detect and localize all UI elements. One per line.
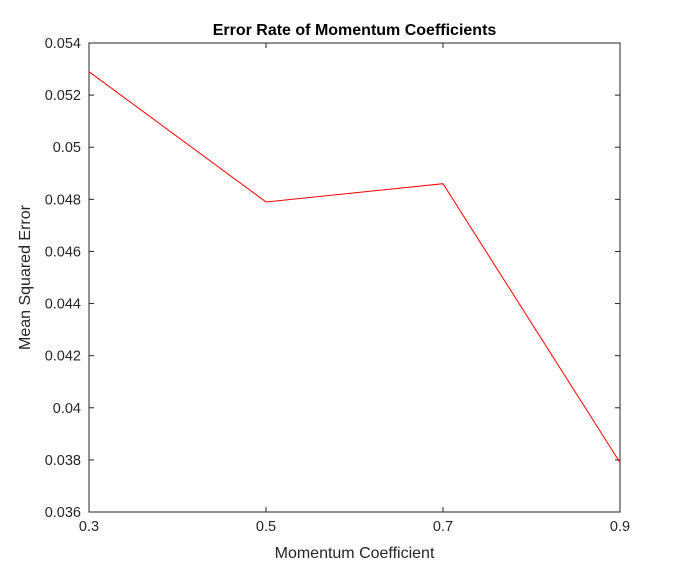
y-tick-label: 0.044 [45, 297, 81, 313]
y-tick-label: 0.042 [45, 349, 81, 365]
axes [88, 42, 621, 513]
series [88, 71, 621, 463]
data-point [265, 201, 267, 203]
y-axis-label: Mean Squared Error [17, 204, 34, 350]
y-tick-label: 0.046 [45, 244, 81, 260]
data-point [88, 71, 90, 73]
y-tick-label: 0.038 [45, 453, 81, 469]
y-tick-label: 0.054 [45, 36, 81, 52]
y-tick-label: 0.05 [53, 140, 81, 156]
plot-area [89, 43, 620, 512]
x-tick-label: 0.9 [610, 519, 630, 535]
x-axis-label: Momentum Coefficient [275, 545, 435, 562]
y-tick-label: 0.052 [45, 88, 81, 104]
ticks: 0.3 0.5 0.7 0.9 0.036 0.038 0.04 0.042 0.044 0.04… [45, 36, 630, 535]
data-point [442, 183, 444, 185]
y-tick-label: 0.036 [45, 505, 81, 521]
y-tick-label: 0.04 [53, 401, 81, 417]
chart-title: Error Rate of Momentum Coefficients [213, 22, 497, 39]
x-tick-label: 0.7 [433, 519, 453, 535]
x-tick-label: 0.5 [256, 519, 276, 535]
y-tick-label: 0.048 [45, 192, 81, 208]
series-line [88, 71, 621, 463]
x-tick-label: 0.3 [79, 519, 99, 535]
axes-box [88, 42, 621, 513]
data-point [619, 461, 621, 463]
